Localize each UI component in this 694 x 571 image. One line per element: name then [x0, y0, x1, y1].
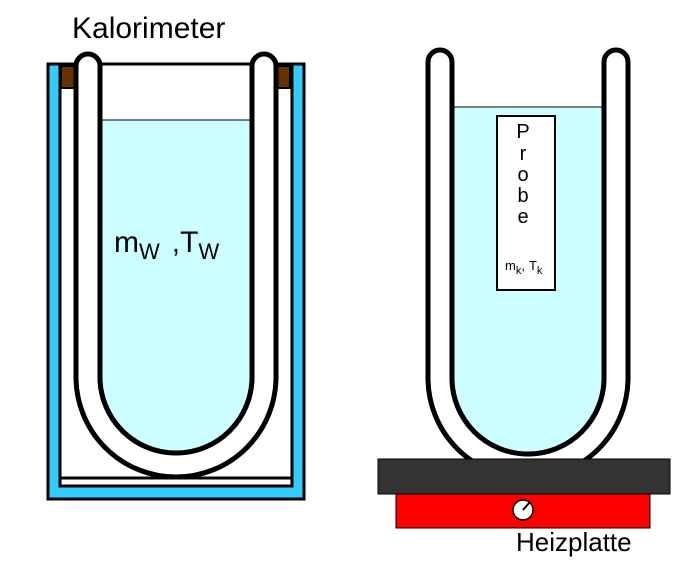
sample-temp-subscript: k [537, 265, 543, 277]
sample-temp-symbol: T [529, 258, 537, 273]
calorimeter-assembly: Kalorimeter mW ,TW [46, 12, 306, 501]
dewar-inner-wall [97, 66, 255, 456]
sample-mass-subscript: k [516, 265, 522, 277]
sample-values: mk, Tk [505, 258, 543, 277]
water-mass-symbol: m [114, 226, 139, 259]
sample-label: P r o b e [516, 121, 529, 228]
water-mass-subscript: W [139, 239, 160, 264]
sample-letter-1: P [516, 121, 529, 143]
water-temp-subscript: W [198, 239, 219, 264]
water-label: mW ,TW [114, 226, 219, 264]
sample-letter-2: r [520, 143, 527, 165]
sample-box [496, 115, 556, 291]
water-temp-symbol: T [180, 226, 198, 259]
hotplate-top [377, 458, 671, 495]
sample-mass-symbol: m [505, 258, 516, 273]
dial-knob-icon [512, 499, 534, 521]
sample-letter-5: e [517, 206, 528, 228]
sample-assembly: P r o b e mk, Tk Heizplatte [377, 47, 671, 557]
sample-letter-3: o [517, 164, 528, 186]
water-fill-left [100, 120, 252, 453]
water-separator: , [172, 226, 180, 259]
hotplate-label: Heizplatte [516, 527, 632, 557]
sample-separator: , [521, 258, 525, 273]
calorimeter-title: Kalorimeter [72, 12, 225, 45]
sample-letter-4: b [517, 185, 528, 207]
beaker-inner-wall [449, 62, 607, 457]
